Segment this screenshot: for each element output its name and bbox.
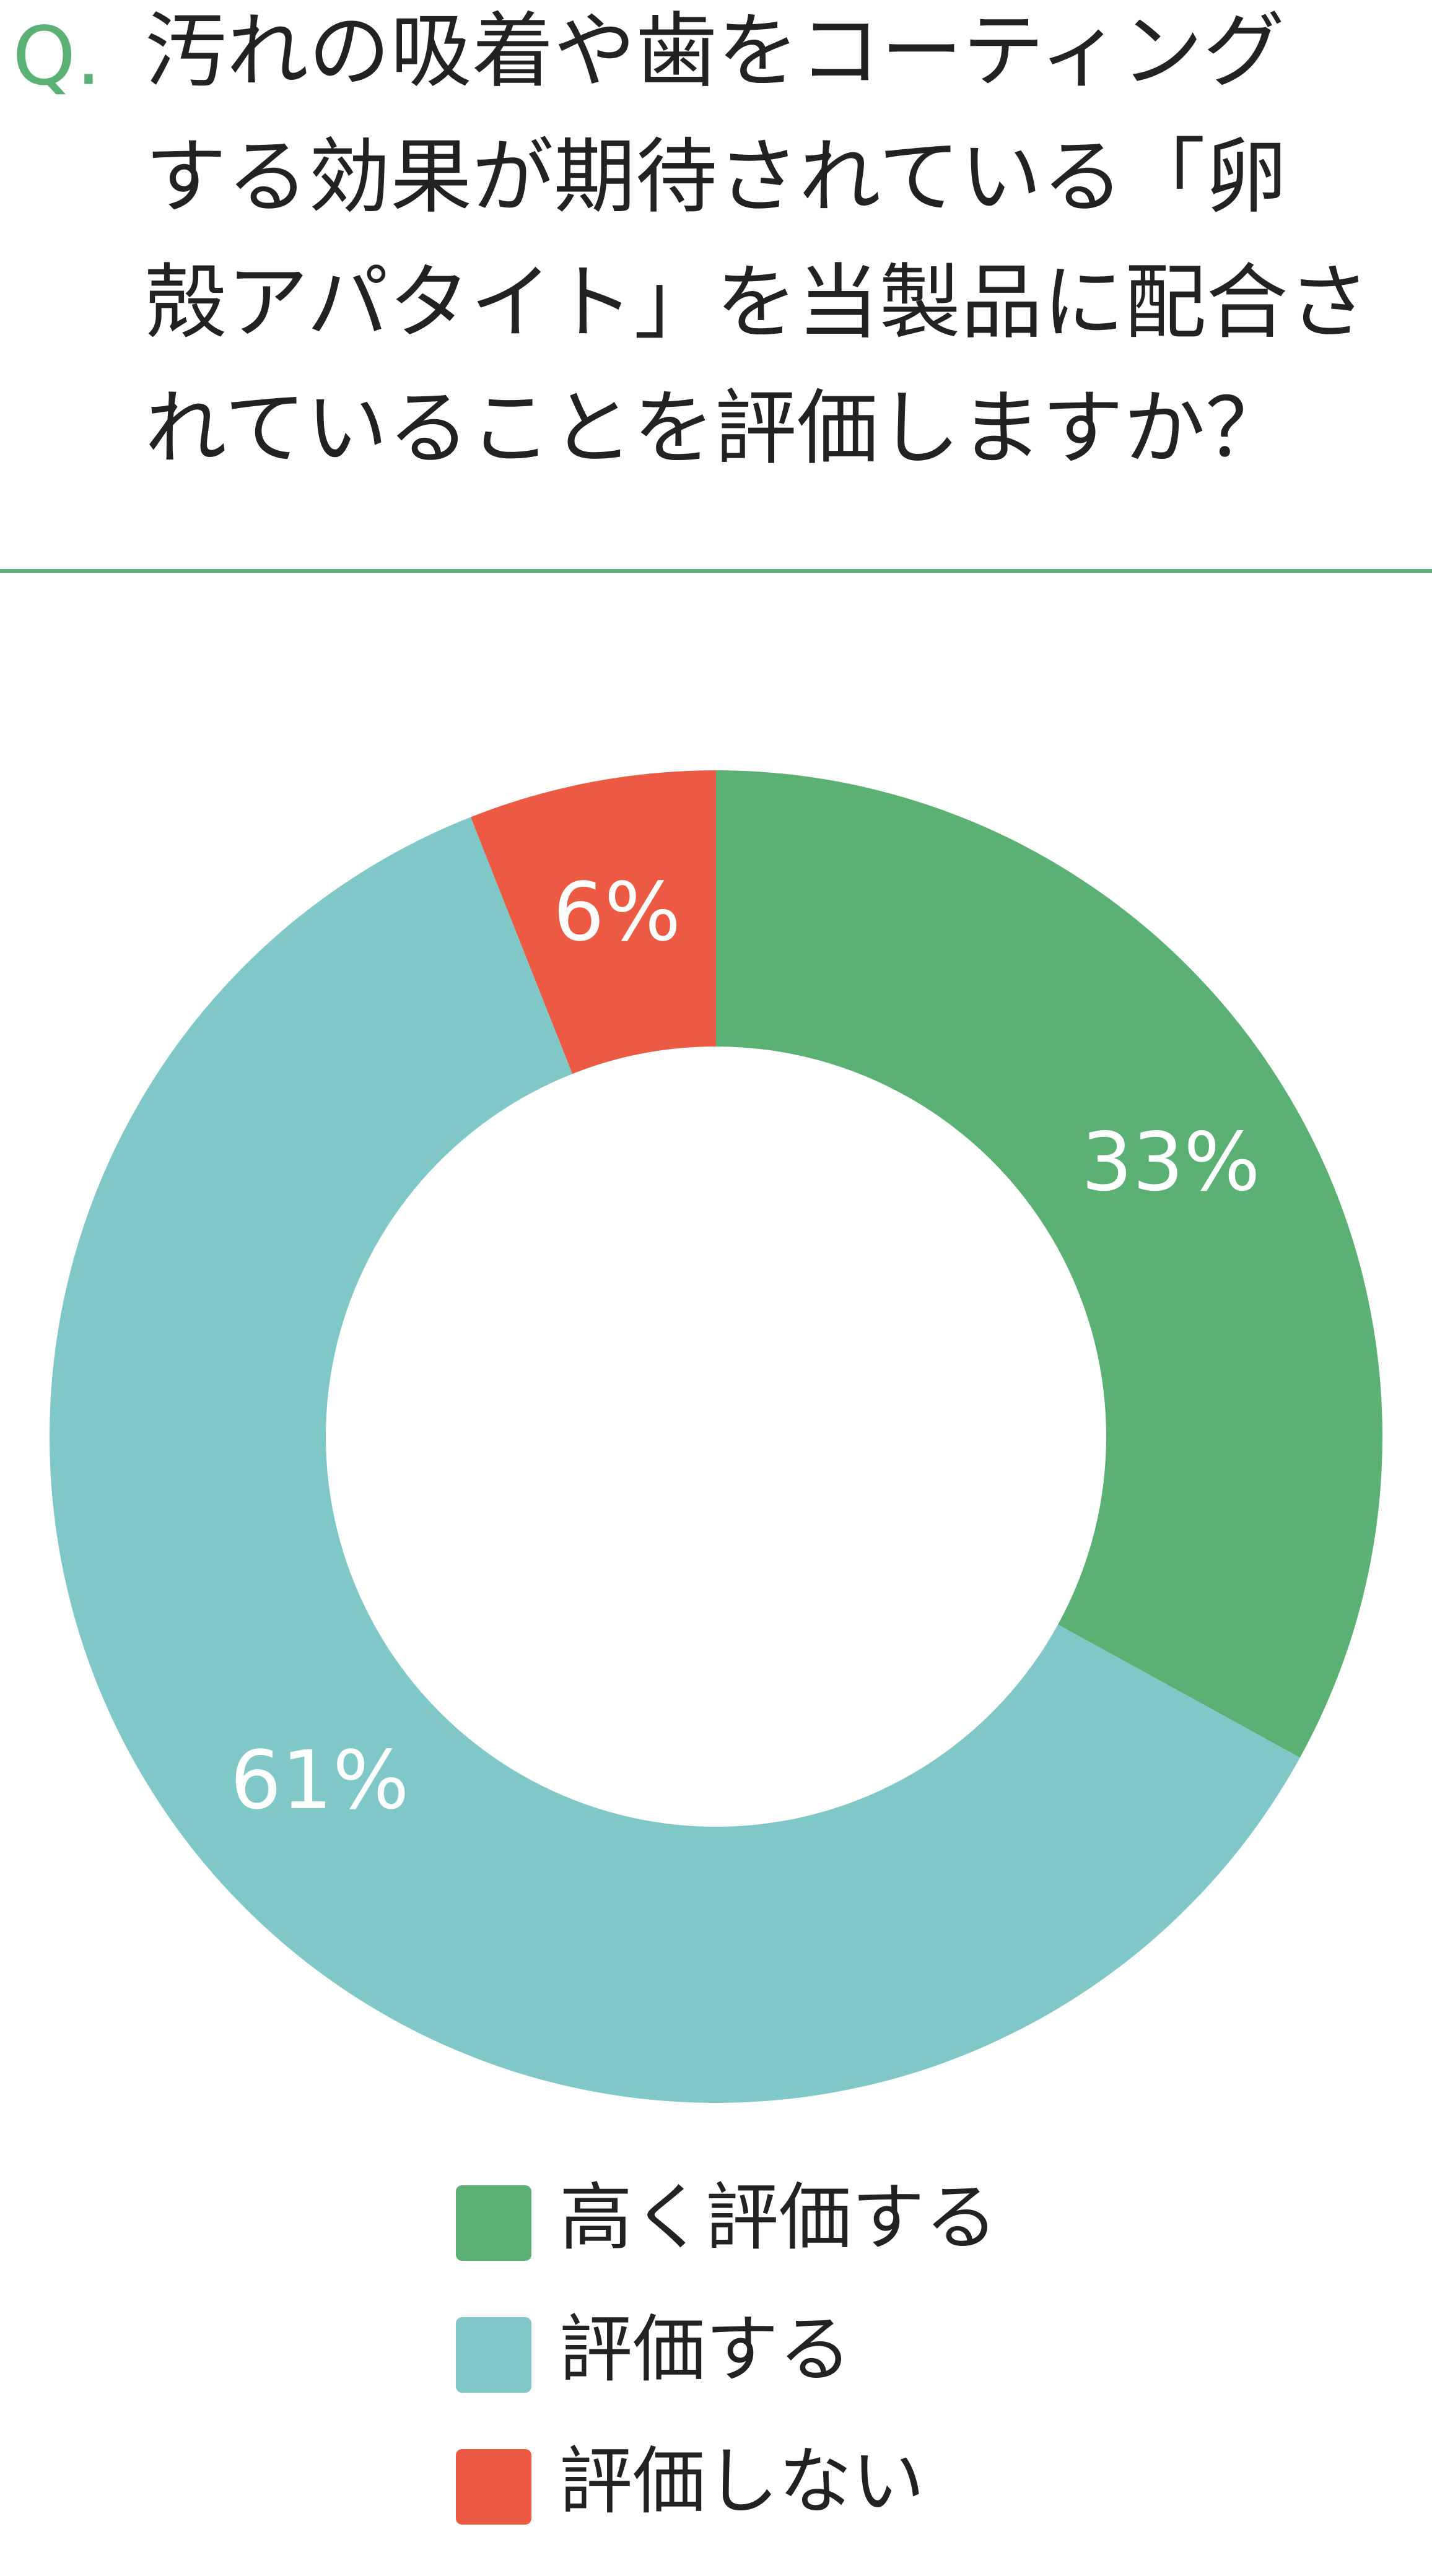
value-label: 61% [230, 1733, 409, 1827]
title-line: れていることを評価しますか？ [145, 381, 1287, 476]
legend-swatch [456, 2317, 531, 2393]
question-label: Q. [12, 9, 102, 103]
title-line: 汚れの吸着や歯をコーティング [145, 4, 1285, 99]
title-line: 殻アパタイト」を当製品に配合さ [145, 255, 1369, 350]
legend-swatch [456, 2185, 531, 2261]
value-label: 33% [1081, 1115, 1260, 1209]
legend-label: 高く評価する [559, 2175, 998, 2260]
legend-swatch [456, 2449, 531, 2525]
value-label: 6% [553, 865, 681, 959]
donut-slice [50, 817, 1300, 2104]
donut-slice [716, 770, 1382, 1758]
legend-label: 評価しない [559, 2439, 925, 2524]
donut-slice [470, 770, 716, 1074]
legend-label: 評価する [559, 2307, 852, 2392]
title-line: する効果が期待されている「卵 [145, 129, 1287, 225]
